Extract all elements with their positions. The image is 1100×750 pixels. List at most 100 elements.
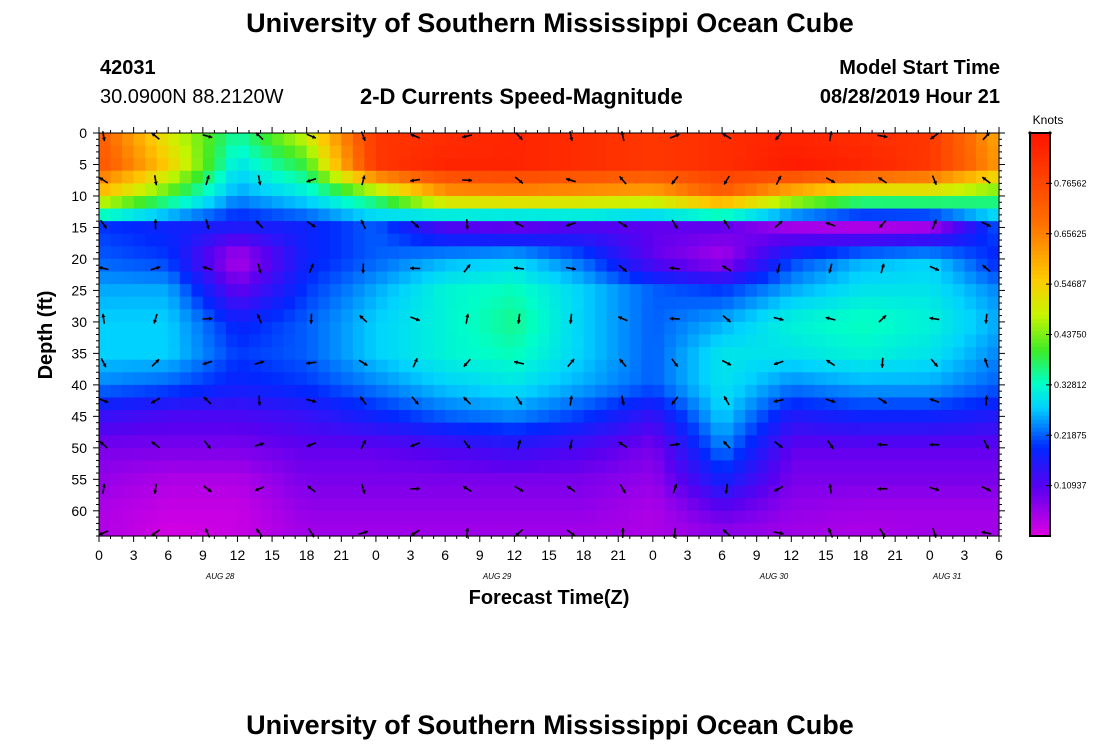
current-arrowhead: [778, 444, 783, 448]
heatmap-cell: [387, 133, 400, 147]
heatmap-cell: [699, 321, 712, 336]
heatmap-cell: [225, 321, 239, 336]
heatmap-cell: [445, 347, 458, 361]
heatmap-cell: [468, 485, 481, 499]
heatmap-cell: [387, 447, 400, 462]
heatmap-cell: [699, 221, 712, 235]
colorbar-band: [1030, 221, 1050, 227]
heatmap-cell: [802, 195, 815, 210]
heatmap-cell: [883, 296, 896, 310]
heatmap-cell: [249, 359, 262, 373]
heatmap-cell: [364, 447, 377, 462]
heatmap-cell: [722, 485, 735, 499]
current-arrowhead: [151, 532, 156, 536]
heatmap-cell: [491, 447, 504, 462]
heatmap-cell: [745, 460, 758, 474]
heatmap-cell: [941, 435, 954, 449]
heatmap-cell: [341, 485, 354, 499]
heatmap-cell: [237, 510, 250, 524]
heatmap-cell: [849, 334, 862, 348]
heatmap-cell: [768, 397, 781, 411]
heatmap-cell: [318, 309, 331, 323]
heatmap-cell: [202, 498, 215, 512]
heatmap-cell: [987, 485, 1000, 499]
heatmap-cell: [283, 473, 296, 487]
x-tick-label: 3: [684, 547, 692, 563]
heatmap-cell: [918, 410, 931, 424]
heatmap-cell: [722, 447, 735, 462]
heatmap-cell: [837, 133, 850, 147]
heatmap-cell: [364, 284, 377, 298]
heatmap-cell: [133, 233, 146, 247]
heatmap-cell: [249, 183, 262, 197]
heatmap-cell: [791, 258, 804, 273]
heatmap-cell: [295, 195, 308, 210]
heatmap-cell: [456, 246, 469, 260]
heatmap-cell: [768, 473, 781, 487]
heatmap-cell: [664, 334, 677, 348]
heatmap-cell: [237, 460, 250, 474]
heatmap-cell: [306, 246, 319, 260]
current-arrowhead: [260, 442, 265, 447]
heatmap-cell: [687, 158, 700, 172]
heatmap-cell: [779, 510, 792, 524]
heatmap-cell: [895, 510, 908, 524]
heatmap-cell: [929, 296, 942, 310]
heatmap-cell: [906, 435, 919, 449]
heatmap-cell: [952, 422, 965, 436]
heatmap-cell: [895, 485, 908, 499]
heatmap-cell: [572, 510, 585, 524]
heatmap-cell: [179, 460, 192, 474]
heatmap-cell: [560, 309, 573, 323]
heatmap-cell: [479, 246, 492, 260]
heatmap-cell: [802, 296, 815, 310]
heatmap-cell: [860, 133, 873, 147]
heatmap-cell: [895, 170, 908, 184]
heatmap-cell: [283, 321, 296, 336]
heatmap-cell: [872, 347, 885, 361]
heatmap-cell: [872, 473, 885, 487]
heatmap-cell: [606, 158, 619, 172]
heatmap-cell: [306, 221, 319, 235]
heatmap-cell: [837, 422, 850, 436]
heatmap-cell: [422, 170, 435, 184]
heatmap-cell: [745, 284, 758, 298]
heatmap-cell: [375, 334, 389, 348]
heatmap-cell: [975, 435, 989, 449]
heatmap-cell: [249, 523, 262, 537]
heatmap-cell: [110, 145, 123, 159]
heatmap-cell: [860, 208, 873, 222]
heatmap-cell: [468, 460, 481, 474]
colorbar-band: [1030, 427, 1050, 432]
heatmap-cell: [237, 523, 250, 537]
heatmap-cell: [410, 410, 423, 424]
heatmap-cell: [929, 359, 942, 373]
heatmap-cell: [260, 170, 273, 184]
heatmap-cell: [179, 498, 192, 512]
heatmap-cell: [756, 334, 769, 348]
heatmap-cell: [352, 372, 365, 386]
heatmap-cell: [318, 347, 331, 361]
heatmap-cell: [629, 523, 642, 537]
heatmap-cell: [156, 523, 169, 537]
heatmap-cell: [791, 133, 804, 147]
current-arrowhead: [880, 364, 885, 368]
heatmap-cell: [525, 410, 539, 424]
heatmap-cell: [537, 183, 550, 197]
heatmap-cell: [156, 422, 169, 436]
heatmap-cell: [479, 296, 492, 310]
heatmap-cell: [872, 447, 885, 462]
heatmap-cell: [122, 447, 135, 462]
heatmap-cell: [433, 133, 446, 147]
heatmap-cell: [733, 221, 746, 235]
heatmap-cell: [525, 384, 539, 399]
heatmap-cell: [283, 435, 296, 449]
heatmap-cell: [272, 510, 285, 524]
heatmap-cell: [168, 284, 181, 298]
current-arrowhead: [929, 316, 934, 321]
heatmap-cell: [687, 372, 700, 386]
heatmap-cell: [514, 246, 527, 260]
current-arrowhead: [205, 225, 210, 230]
heatmap-cell: [987, 510, 1000, 524]
